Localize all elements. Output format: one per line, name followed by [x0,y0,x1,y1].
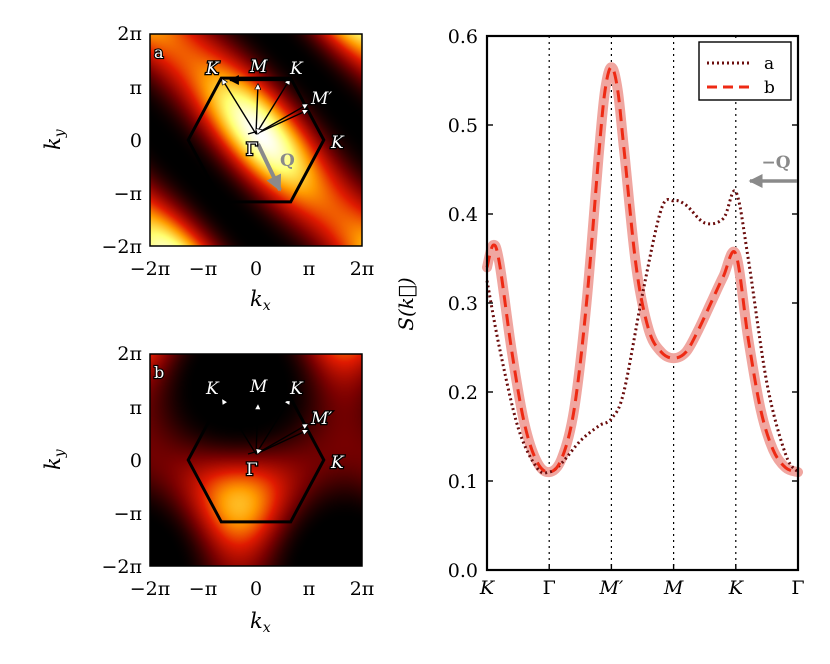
y-tick: 0 [130,130,142,152]
point-m-prime: M′ [310,89,332,109]
x-tick: π [303,578,316,600]
vector-gamma-to-mp [255,104,308,135]
y-tick: 0 [130,450,142,472]
vector-gamma-to-m [256,404,258,455]
point-k3: K [330,453,345,473]
x-tick: 0 [250,258,262,280]
x-tick-label: Γ [791,577,804,599]
x-tick: 0 [250,578,262,600]
vector-gamma-to-k3 [255,430,308,455]
heatmap-b-xlabel: kx [250,609,271,636]
legend-label-b: b [764,78,775,98]
heatmap-b-y-ticks: 2π π 0 −π −2π [102,343,143,578]
legend-box [698,41,792,101]
heatmap-panel-b: b K M K M′ K Γ −2π −π 0 π 2π 2π π 0 −π −… [41,343,374,636]
y-tick: 2π [117,343,142,365]
legend: a b [698,41,792,101]
legend-label-a: a [764,54,774,74]
k-vectors-b [222,395,308,455]
point-k: K [205,379,220,399]
y-tick: 2π [117,23,142,45]
vector-gamma-to-k [222,79,257,135]
heatmap-a-y-ticks: 2π π 0 −π −2π [102,23,143,258]
y-tick: π [130,77,143,99]
structure-factor-chart: 0.0 0.1 0.2 0.3 0.4 0.5 0.6 K Γ M′ M K Γ S(k⃗) −Q a… [394,26,805,599]
point-k2: K [289,379,304,399]
y-tick: −π [114,503,142,525]
x-tick: 2π [350,578,375,600]
x-tick: −2π [130,578,171,600]
y-tick-label: 0.0 [448,560,478,582]
panel-label-b: b [154,363,164,382]
vector-gamma-to-k [222,399,257,455]
vector-gamma-to-mp [255,424,308,455]
heatmap-b-ylabel: ky [41,448,68,470]
vector-gamma-to-k3 [255,110,308,135]
q-arrow [256,143,282,192]
series-b-line [485,65,799,474]
x-tick: −π [189,578,217,600]
series-b-uncertainty-band [482,62,803,478]
y-tick: −π [114,183,142,205]
chart-ylabel: S(k⃗) [394,277,418,330]
y-tick-label: 0.2 [448,382,478,404]
heatmap-panel-a: a K M K M′ K Γ Q −2π −π 0 π 2π 2π π 0 −π… [41,23,374,314]
y-tick: −2π [102,556,143,578]
heatmap-a-image [150,34,362,246]
vector-gamma-to-m [256,84,258,135]
vector-gamma-to-k2 [255,399,290,455]
heatmap-a-ylabel: ky [41,128,68,150]
heatmap-b-x-ticks: −2π −π 0 π 2π [130,578,375,600]
vector-gamma-origin [247,130,262,135]
y-tick-label: 0.1 [448,471,478,493]
minus-q-label: −Q [761,153,790,173]
heatmap-a-frame [149,33,363,247]
x-tick-label: K [479,577,496,599]
point-m: M [249,377,268,397]
chart-x-ticks: K Γ M′ M K Γ [479,564,805,599]
point-m-prime: M′ [310,409,332,429]
point-m: M [249,57,268,77]
k-vectors-a [222,75,308,135]
vertical-gridlines [548,36,737,570]
heatmap-a-x-ticks: −2π −π 0 π 2π [130,258,375,280]
y-tick: −2π [102,236,143,258]
heatmap-a-xlabel: kx [250,287,271,314]
x-tick-label: Γ [543,577,556,599]
heatmap-b-image [150,354,362,566]
x-tick: −2π [130,258,171,280]
x-tick-label: K [728,577,745,599]
chart-y-ticks: 0.0 0.1 0.2 0.3 0.4 0.5 0.6 [448,26,798,582]
y-tick-label: 0.5 [448,115,478,137]
x-tick: 2π [350,258,375,280]
heatmap-b-frame [149,353,363,567]
x-tick: π [303,258,316,280]
y-tick-label: 0.4 [448,204,478,226]
y-tick-label: 0.3 [448,293,478,315]
series-a-line [485,189,800,475]
y-tick-label: 0.6 [448,26,478,48]
x-tick-label: M [663,577,684,599]
point-gamma: Γ [246,460,258,480]
x-tick: −π [189,258,217,280]
panel-label-a: a [154,43,164,62]
point-k3: K [330,133,345,153]
point-k: K [205,59,220,79]
vector-gamma-origin [247,450,262,455]
x-tick-label: M′ [599,577,624,599]
point-k2: K [289,59,304,79]
y-tick: π [130,397,143,419]
vector-gamma-to-k2 [255,79,290,135]
point-gamma: Γ [246,140,258,160]
q-label: Q [280,151,295,171]
